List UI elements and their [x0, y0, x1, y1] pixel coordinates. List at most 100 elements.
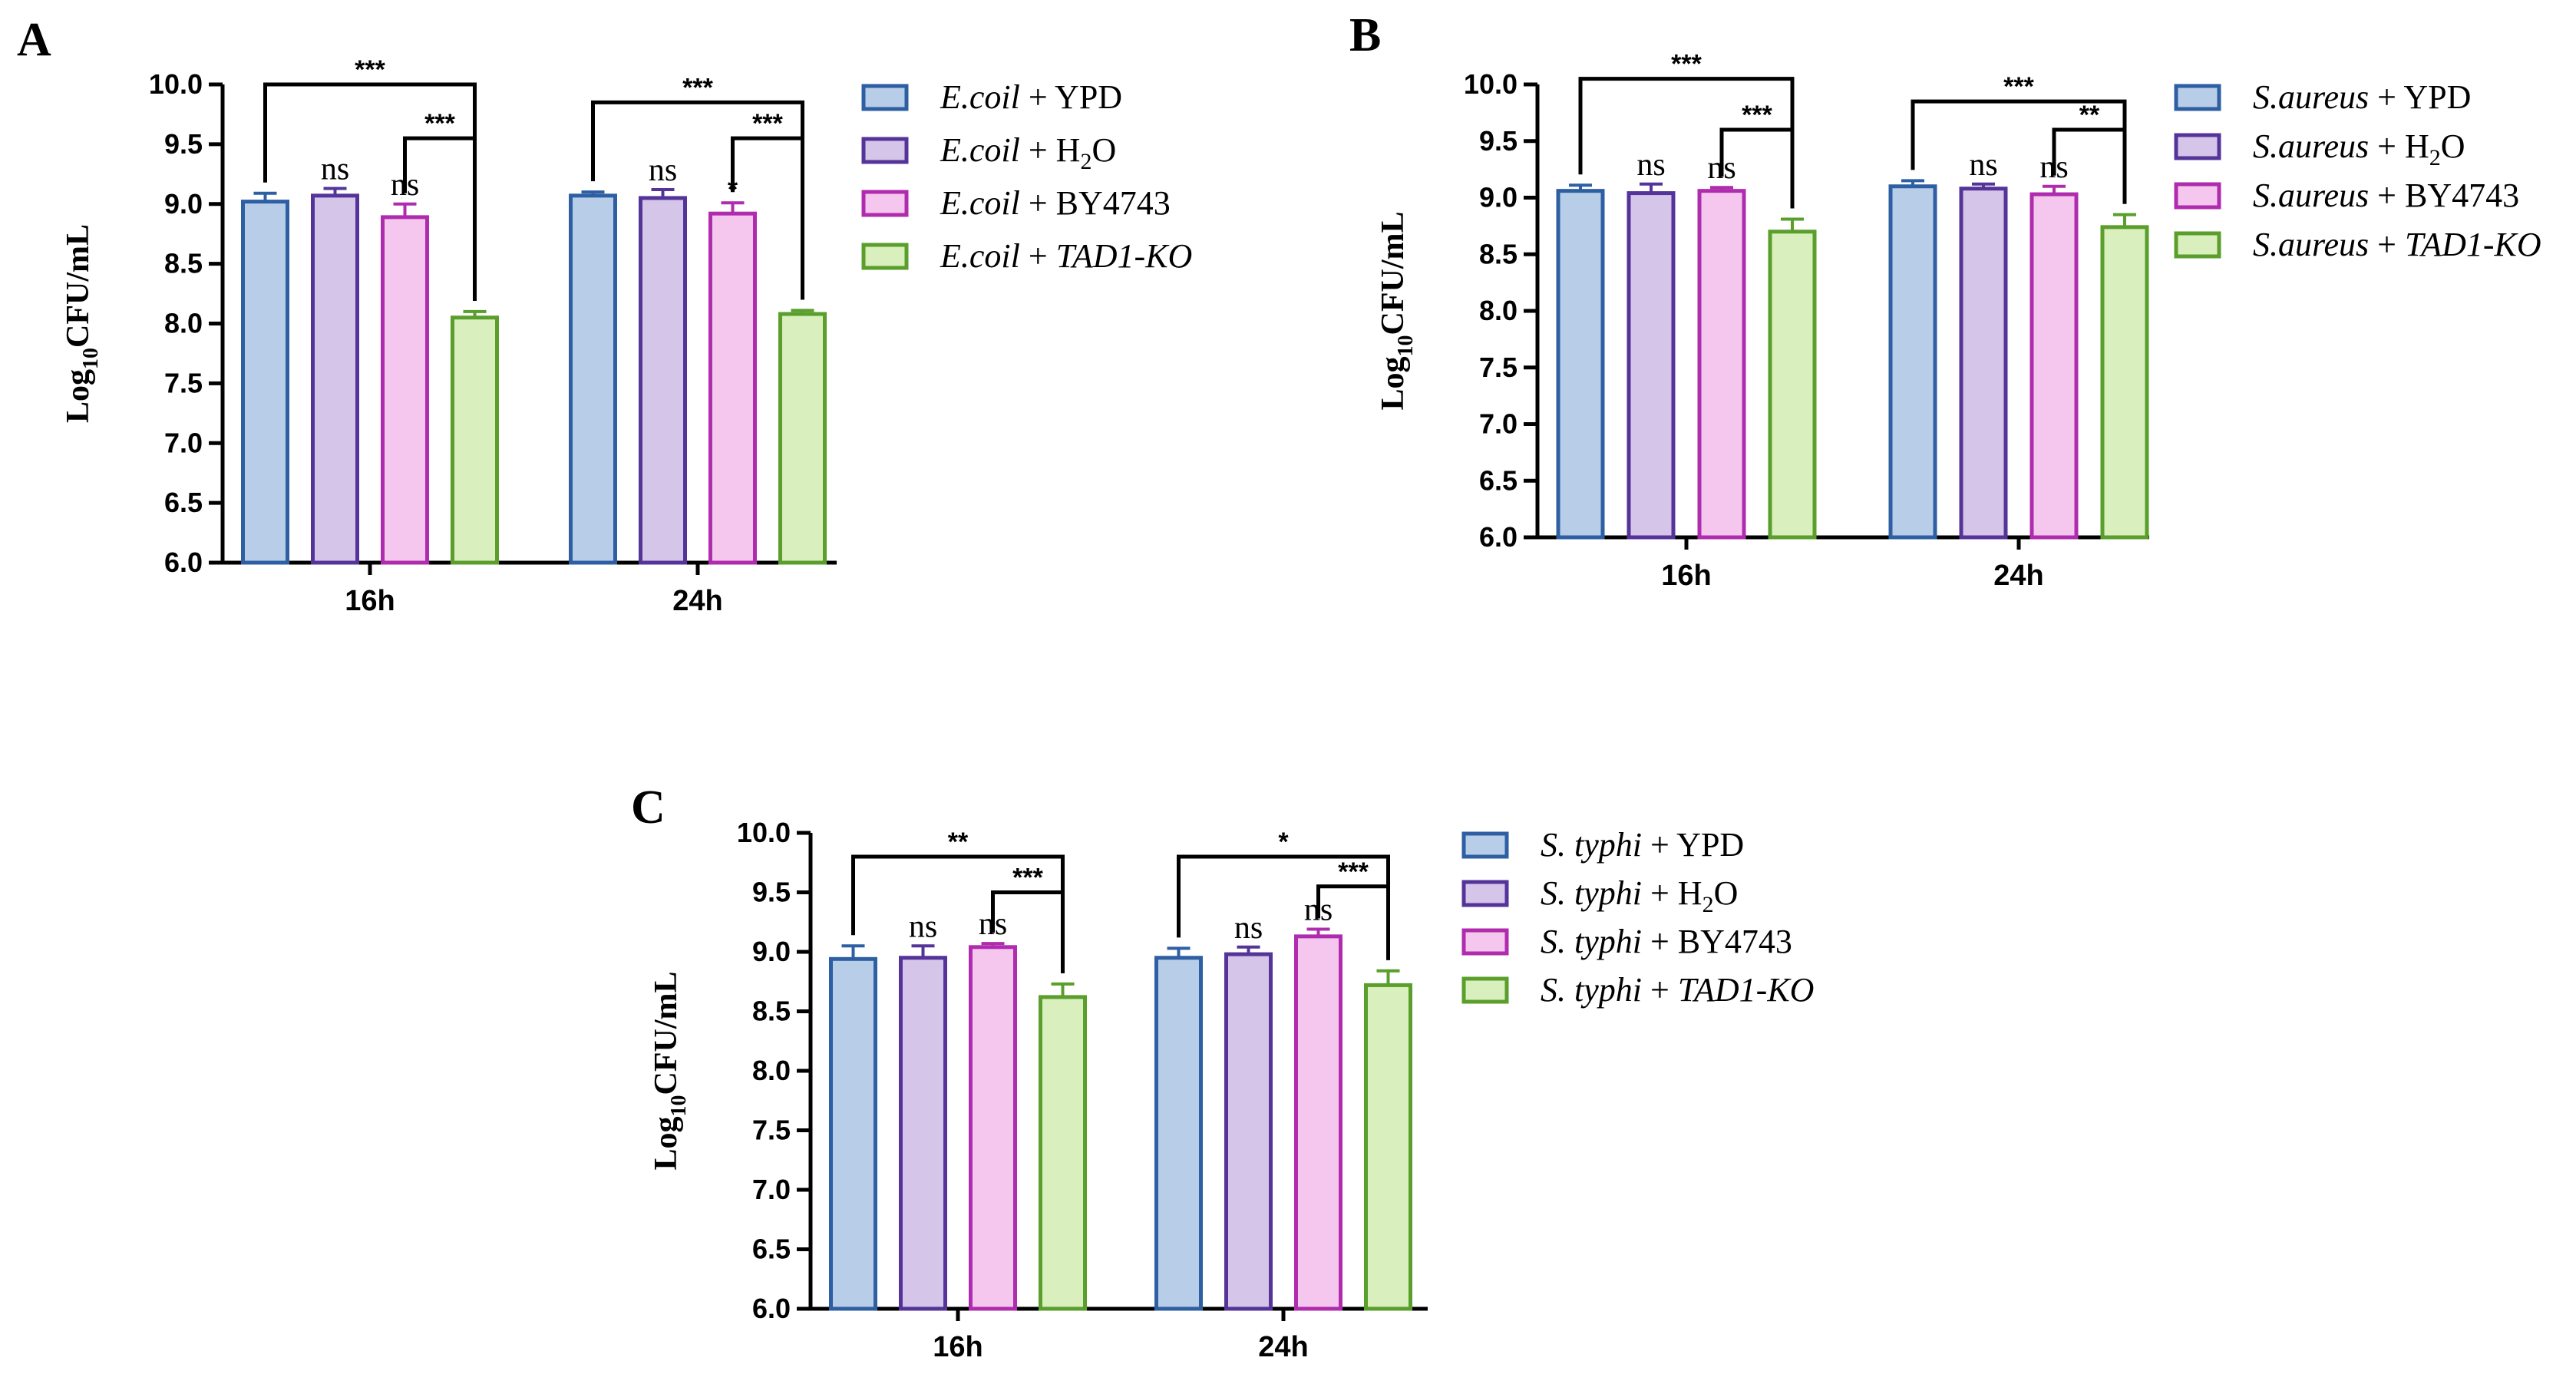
x-category-label: 24h [1993, 560, 2043, 592]
legend-entry: S. typhi + TAD1-KO [1541, 971, 1814, 1009]
y-tick-label: 8.5 [752, 996, 791, 1027]
legend-suffix: + H [1020, 131, 1081, 169]
legend-organism: E.coil [940, 78, 1020, 116]
legend-entry: S.aureus + BY4743 [2253, 177, 2519, 214]
legend-organism: S.aureus [2253, 177, 2369, 214]
y-tick-label: 9.0 [752, 936, 791, 967]
legend-after: O [1091, 131, 1116, 169]
y-axis-title-main: Log [61, 369, 96, 423]
bar [2029, 192, 2079, 540]
significance-label: ns [649, 153, 677, 188]
legend-organism: S. typhi [1541, 874, 1642, 912]
y-axis-title: Log10CFU/mL [61, 224, 103, 423]
y-axis-title-sub: 10 [1394, 335, 1418, 356]
significance-bracket [403, 136, 477, 301]
significance-bracket-label: *** [1742, 101, 1772, 130]
bar [451, 315, 499, 565]
y-tick-label: 9.0 [1479, 182, 1518, 213]
significance-bracket-label: *** [1012, 864, 1043, 893]
y-tick-label: 9.0 [164, 188, 203, 220]
legend-suffix: + [2369, 226, 2405, 263]
y-tick-label: 7.5 [164, 367, 203, 398]
legend-strain: TAD1-KO [1678, 971, 1815, 1009]
legend-organism: E.coil [940, 237, 1020, 275]
y-tick-label: 7.0 [164, 427, 203, 458]
bar [1959, 187, 2008, 540]
chart-panel-b: B 6.0 6.5 7.0 7.5 8.0 8.5 9.0 9.5 10.0 Log10CFU/mL… [1349, 9, 2541, 592]
y-tick-label: 8.0 [164, 308, 203, 339]
significance-bracket [2052, 127, 2127, 204]
legend-entry: E.coil + TAD1-KO [940, 237, 1192, 275]
significance-bracket-label: *** [682, 73, 713, 102]
significance-label: ns [909, 909, 937, 944]
significance-label: ns [1969, 147, 1997, 183]
legend-organism: E.coil [940, 184, 1020, 222]
legend-swatch [861, 190, 909, 217]
legend-swatch [1461, 928, 1509, 956]
legend-organism: S.aureus [2253, 127, 2369, 165]
significance-bracket-label: *** [752, 109, 783, 138]
legend-organism: S. typhi [1541, 971, 1642, 1009]
bar [1154, 956, 1203, 1311]
legend-swatch [861, 137, 909, 164]
legend-suffix: + YPD [1642, 826, 1744, 864]
legend-entry: S.aureus + TAD1-KO [2253, 226, 2541, 263]
legend-after: O [1714, 874, 1739, 912]
bar [1039, 995, 1087, 1311]
legend-swatch [2174, 84, 2221, 111]
significance-bracket-label: *** [2003, 72, 2034, 101]
legend-subscript: 2 [2429, 145, 2441, 170]
bar [829, 956, 877, 1311]
panel-letter: B [1349, 9, 1381, 61]
x-category-label: 24h [1258, 1331, 1308, 1363]
y-axis-title-rest: CFU/mL [649, 971, 684, 1095]
y-axis-title: Log10CFU/mL [649, 971, 691, 1170]
legend-swatch [1461, 831, 1509, 859]
panel-letter: A [17, 14, 51, 66]
significance-bracket-label: *** [1671, 50, 1702, 79]
legend-entry: S. typhi + YPD [1541, 826, 1744, 864]
bar [969, 945, 1017, 1311]
bar [1888, 184, 1937, 540]
chart-panel-a: A 6.0 6.5 7.0 7.5 8.0 8.5 9.0 9.5 10.0 Log10CFU/mL… [17, 14, 1192, 617]
legend-swatch [2174, 133, 2221, 160]
legend-organism: S.aureus [2253, 226, 2369, 263]
y-tick-label: 8.0 [752, 1055, 791, 1086]
x-category-label: 16h [1661, 560, 1711, 592]
bar [381, 215, 429, 565]
legend-entry: S.aureus + H2O [2253, 127, 2465, 170]
significance-bracket [1578, 77, 1795, 209]
y-tick-label: 6.0 [752, 1293, 791, 1324]
bar [311, 193, 359, 565]
bar [1627, 191, 1676, 540]
significance-label: ns [1234, 910, 1263, 946]
bar [1697, 189, 1746, 540]
legend-organism: S. typhi [1541, 826, 1642, 864]
y-tick-label: 8.5 [164, 248, 203, 279]
legend-suffix: + BY4743 [1642, 923, 1792, 960]
y-tick-label: 6.0 [1479, 521, 1518, 553]
y-tick-label: 10.0 [149, 68, 203, 100]
chart-panel-c: C 6.0 6.5 7.0 7.5 8.0 8.5 9.0 9.5 10.0 Log10CFU/mL… [631, 781, 1814, 1363]
legend-organism: S. typhi [1541, 923, 1642, 960]
bar [1294, 934, 1342, 1311]
bar [708, 211, 757, 565]
significance-bracket-label: ** [948, 827, 969, 857]
bar [2100, 225, 2149, 540]
x-category-label: 16h [933, 1331, 983, 1363]
bar [1224, 952, 1273, 1311]
y-axis-title-main: Log [1376, 356, 1411, 410]
y-tick-label: 9.5 [1479, 125, 1518, 157]
y-tick-label: 9.5 [164, 128, 203, 160]
significance-label: ns [1636, 147, 1665, 183]
legend-swatch [1461, 976, 1509, 1004]
legend-organism: E.coil [940, 131, 1020, 169]
significance-bracket-label: ** [2079, 101, 2100, 130]
y-tick-label: 6.5 [164, 487, 203, 518]
y-tick-label: 7.0 [752, 1174, 791, 1205]
y-tick-label: 6.0 [164, 547, 203, 578]
significance-bracket-label: *** [1338, 857, 1369, 887]
